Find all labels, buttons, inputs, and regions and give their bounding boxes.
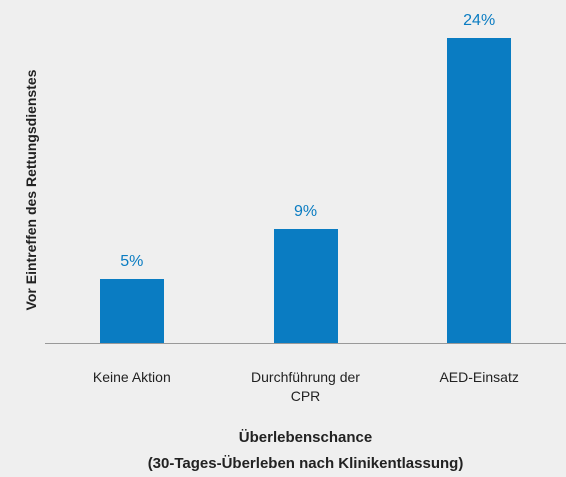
y-axis-title: Vor Eintreffen des Rettungsdienstes — [23, 69, 39, 311]
x-tick-label: Durchführung der CPR — [251, 369, 360, 404]
value-label: 24% — [463, 12, 496, 29]
bar — [99, 279, 164, 343]
bar — [273, 228, 338, 343]
bar — [447, 38, 512, 343]
baseline — [45, 343, 566, 344]
x-axis-title: Überlebenschance — [238, 429, 373, 446]
x-tick-label: Keine Aktion — [92, 369, 171, 385]
value-label: 9% — [293, 202, 318, 220]
x-axis-title: (30-Tages-Überleben nach Klinikentlassun… — [147, 455, 464, 472]
x-tick-label: AED-Einsatz — [439, 369, 519, 385]
value-label: 5% — [120, 253, 144, 271]
